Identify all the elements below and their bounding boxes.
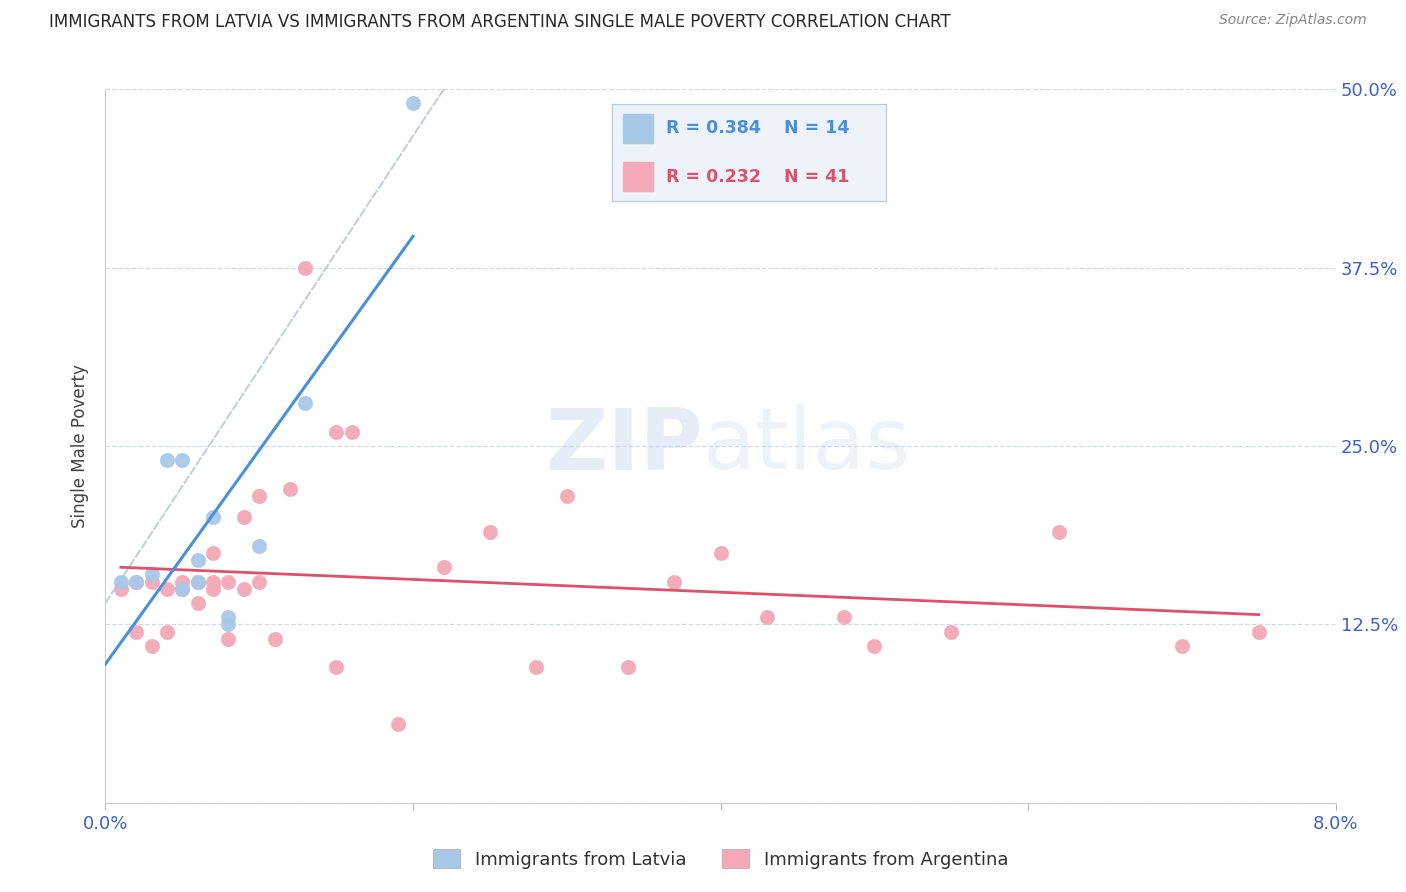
Point: [710, 546, 733, 560]
Point: [941, 624, 963, 639]
Point: [172, 582, 194, 596]
Point: [247, 539, 270, 553]
Point: [232, 510, 254, 524]
Point: [202, 582, 225, 596]
Point: [110, 582, 132, 596]
Point: [172, 574, 194, 589]
Point: [325, 425, 347, 439]
Point: [832, 610, 855, 624]
Text: IMMIGRANTS FROM LATVIA VS IMMIGRANTS FROM ARGENTINA SINGLE MALE POVERTY CORRELAT: IMMIGRANTS FROM LATVIA VS IMMIGRANTS FRO…: [49, 13, 950, 31]
Bar: [623, 114, 652, 143]
Point: [187, 553, 209, 567]
Point: [125, 574, 148, 589]
Text: N = 14: N = 14: [785, 120, 849, 137]
Point: [141, 574, 163, 589]
Text: ZIP: ZIP: [546, 404, 703, 488]
Text: atlas: atlas: [703, 404, 911, 488]
Point: [1047, 524, 1070, 539]
Point: [187, 574, 209, 589]
Point: [247, 489, 270, 503]
Point: [232, 582, 254, 596]
Point: [617, 660, 640, 674]
Point: [172, 582, 194, 596]
Point: [218, 574, 240, 589]
Point: [340, 425, 363, 439]
Point: [1171, 639, 1194, 653]
Point: [263, 632, 285, 646]
Legend: Immigrants from Latvia, Immigrants from Argentina: Immigrants from Latvia, Immigrants from …: [426, 842, 1015, 876]
Point: [1247, 624, 1270, 639]
Point: [387, 717, 409, 731]
Text: R = 0.384: R = 0.384: [666, 120, 761, 137]
Point: [478, 524, 501, 539]
Point: [141, 639, 163, 653]
Point: [172, 453, 194, 467]
Point: [156, 582, 179, 596]
Point: [325, 660, 347, 674]
Point: [294, 260, 316, 275]
Y-axis label: Single Male Poverty: Single Male Poverty: [72, 364, 90, 528]
Point: [187, 596, 209, 610]
Point: [125, 574, 148, 589]
Point: [402, 96, 425, 111]
Point: [202, 510, 225, 524]
Point: [524, 660, 547, 674]
Point: [294, 396, 316, 410]
Point: [187, 574, 209, 589]
Text: R = 0.232: R = 0.232: [666, 168, 762, 186]
Point: [218, 617, 240, 632]
Point: [664, 574, 686, 589]
Point: [755, 610, 778, 624]
Point: [247, 574, 270, 589]
Text: N = 41: N = 41: [785, 168, 849, 186]
Point: [218, 632, 240, 646]
Point: [110, 574, 132, 589]
Point: [433, 560, 456, 574]
Point: [555, 489, 578, 503]
Point: [156, 624, 179, 639]
Point: [125, 624, 148, 639]
Point: [141, 567, 163, 582]
Point: [156, 453, 179, 467]
Point: [218, 610, 240, 624]
Point: [202, 574, 225, 589]
Point: [278, 482, 301, 496]
Text: Source: ZipAtlas.com: Source: ZipAtlas.com: [1219, 13, 1367, 28]
Point: [202, 546, 225, 560]
Point: [863, 639, 886, 653]
Bar: [623, 162, 652, 191]
